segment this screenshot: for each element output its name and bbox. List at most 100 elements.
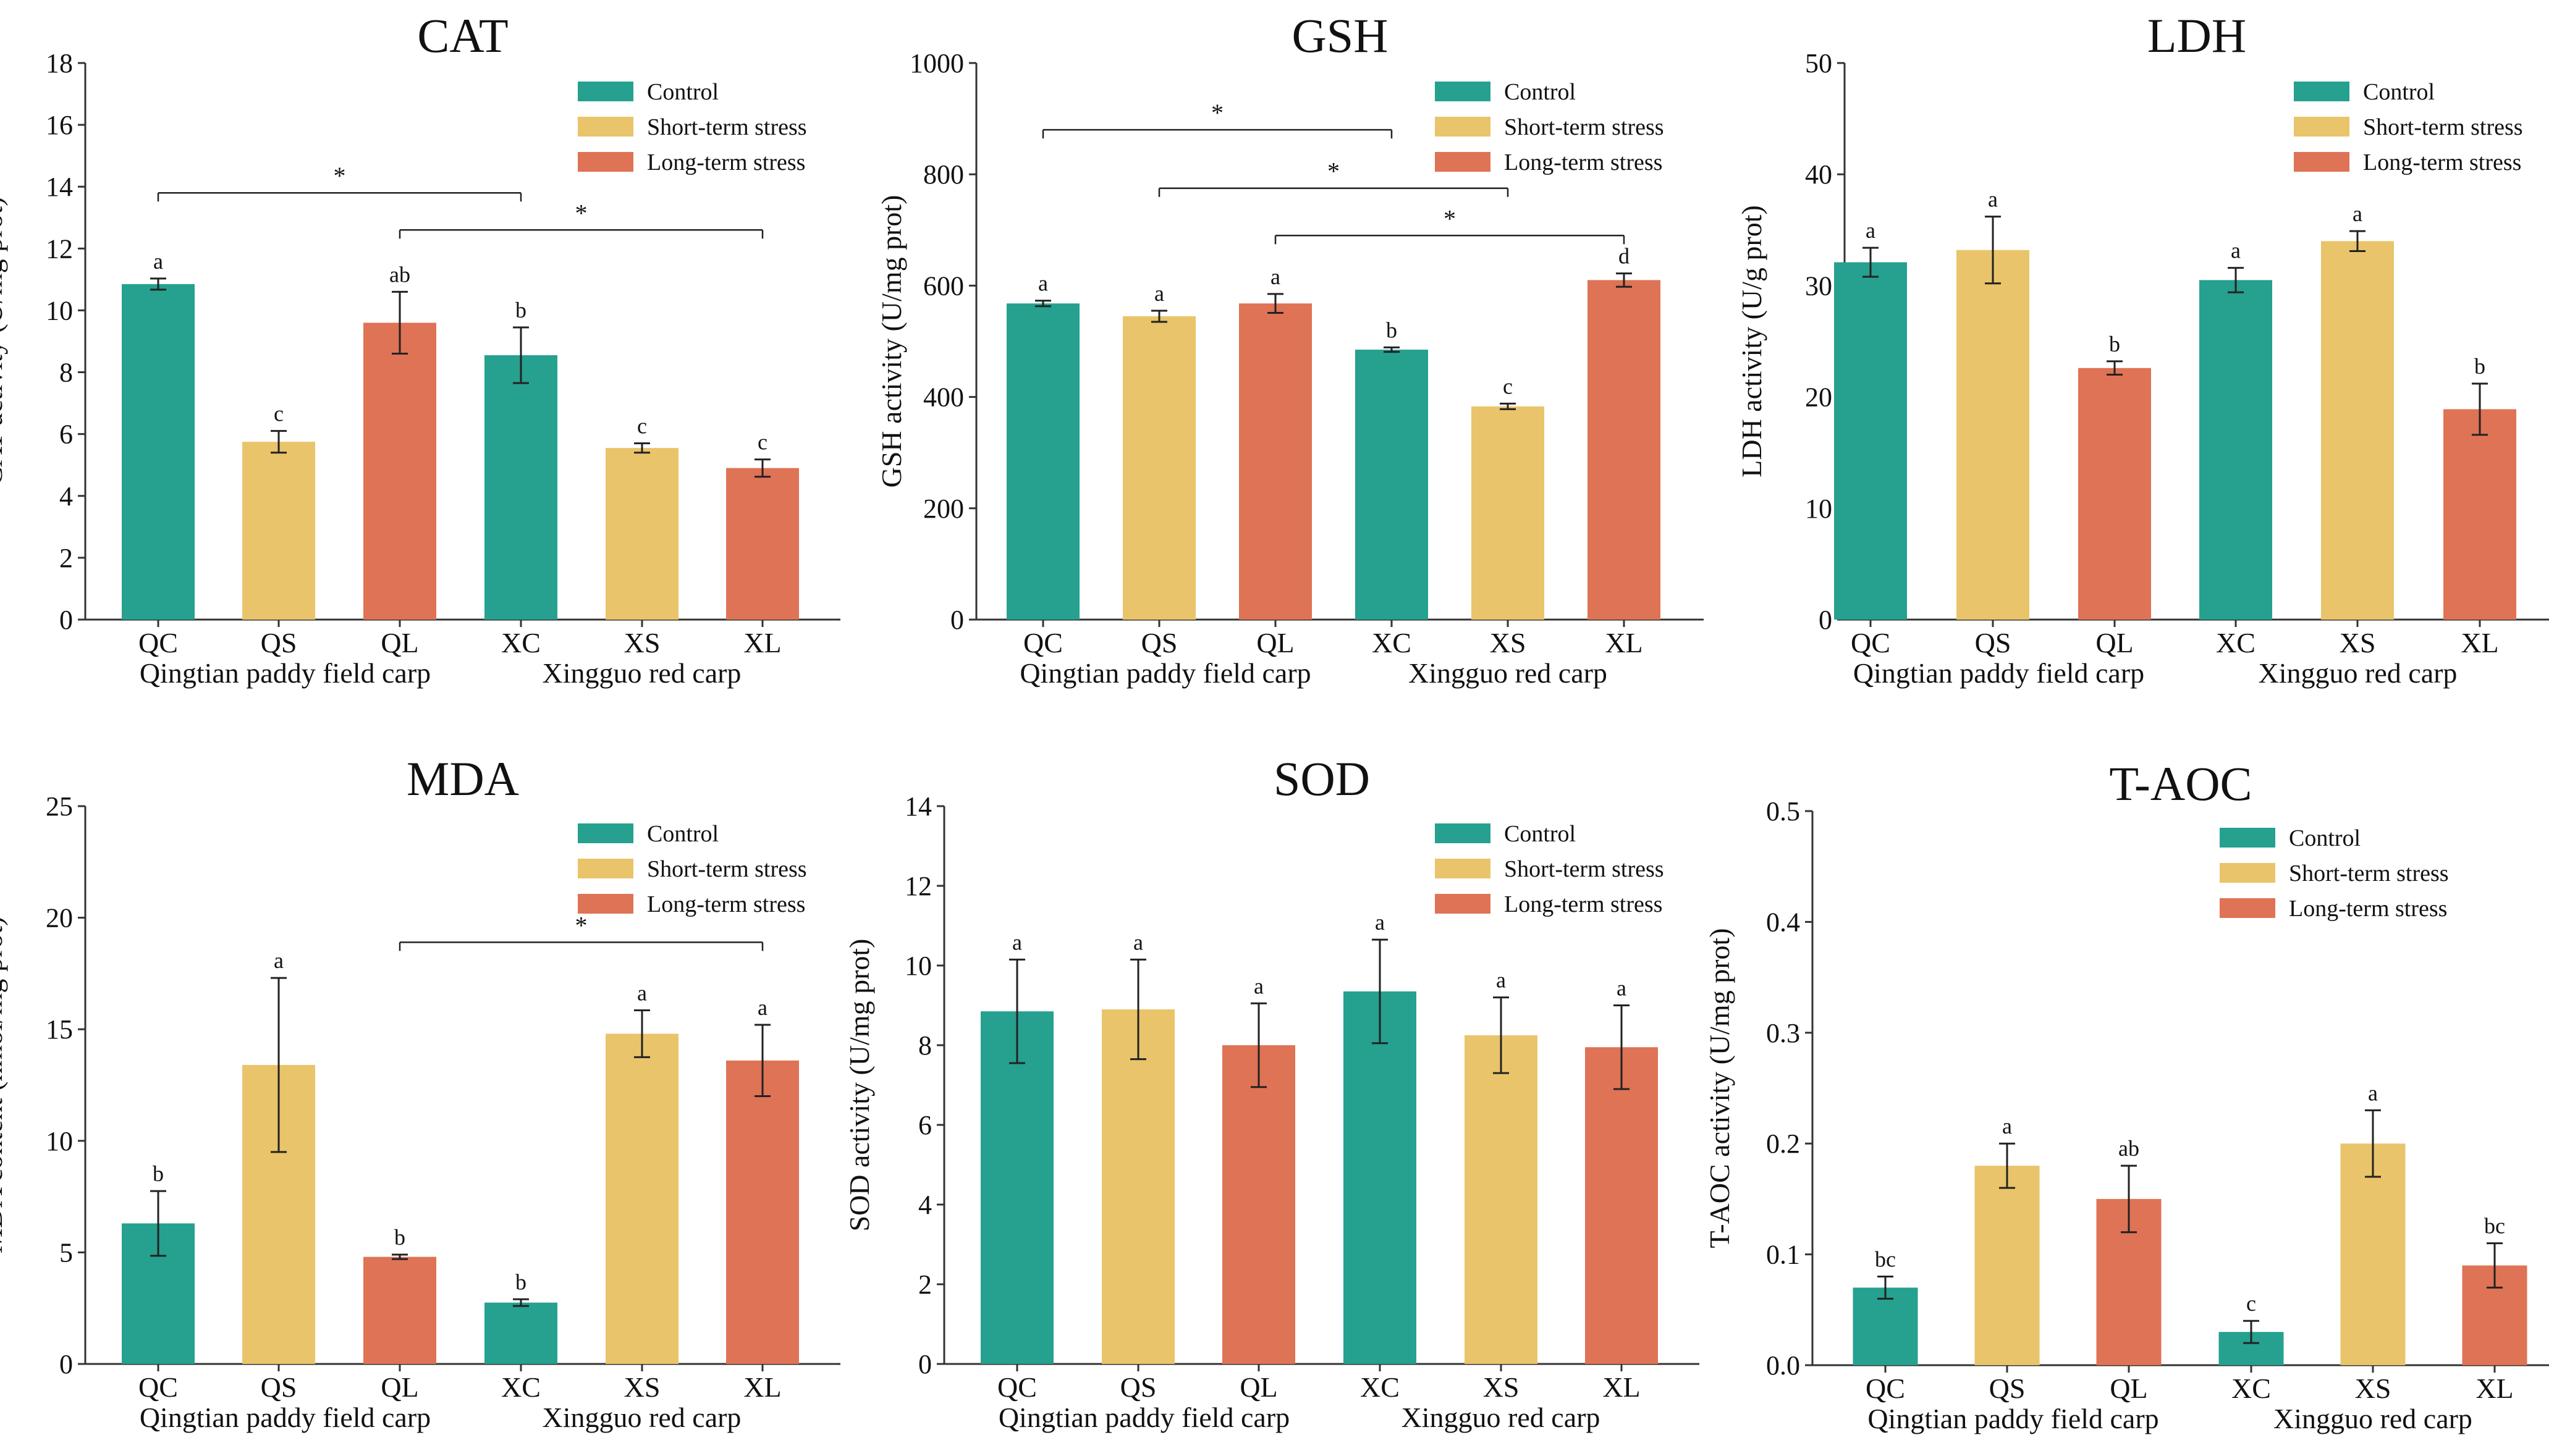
bar-qc [1007, 303, 1080, 620]
x-tick-label: QS [1120, 1371, 1157, 1403]
y-tick-label: 200 [923, 494, 964, 524]
chart-title: CAT [417, 9, 508, 62]
legend-swatch [578, 117, 633, 137]
bar-xc [1343, 991, 1416, 1364]
significance-letter: a [1496, 968, 1506, 993]
significance-letter: a [758, 995, 767, 1020]
bar-qs [242, 442, 315, 620]
significance-letter: a [274, 948, 284, 973]
bar-xc [484, 355, 557, 620]
y-tick-label: 10 [46, 295, 73, 326]
legend-swatch [2220, 863, 2275, 883]
group-label-qingtian: Qingtian paddy field carp [140, 657, 431, 689]
bar-qc [1834, 262, 1907, 620]
x-tick-label: XC [501, 1371, 541, 1403]
x-tick-label: XC [1372, 627, 1411, 659]
x-tick-label: XS [1483, 1371, 1520, 1403]
x-tick-label: XC [501, 627, 541, 659]
chart-title: T-AOC [2109, 757, 2252, 810]
significance-letter: bc [2484, 1214, 2505, 1239]
bar-xs [606, 448, 679, 620]
y-tick-label: 0 [918, 1349, 932, 1379]
legend-label: Short-term stress [1504, 114, 1664, 140]
significance-letter: a [2002, 1114, 2012, 1138]
chart-title: SOD [1274, 752, 1370, 806]
y-tick-label: 4 [59, 481, 73, 511]
group-label-xingguo: Xingguo red carp [2273, 1403, 2472, 1434]
legend-swatch [1435, 117, 1490, 137]
y-tick-label: 5 [59, 1237, 73, 1268]
group-label-xingguo: Xingguo red carp [543, 657, 742, 689]
legend-swatch [578, 859, 633, 878]
x-tick-label: XS [1490, 627, 1526, 659]
y-tick-label: 8 [59, 358, 73, 388]
y-tick-label: 12 [905, 871, 932, 901]
significance-letter: a [1988, 187, 1998, 212]
significance-letter: a [1133, 930, 1143, 954]
x-tick-label: XS [2355, 1373, 2391, 1404]
chart-panel-gsh: GSH 0 200 400 600 800 1000 GSH activity (U/mg p… [876, 9, 1704, 689]
significance-letter: b [2109, 332, 2120, 356]
legend-label: Short-term stress [2289, 861, 2449, 886]
y-tick-label: 14 [905, 791, 932, 822]
y-tick-label: 0.3 [1766, 1018, 1800, 1048]
y-axis-label: T-AOC activity (U/mg prot) [1704, 928, 1735, 1248]
group-label-qingtian: Qingtian paddy field carp [1020, 657, 1311, 689]
significance-star: * [575, 199, 588, 227]
y-axis-label: GSH activity (U/mg prot) [876, 195, 907, 488]
significance-letter: ab [389, 262, 410, 287]
legend-label: Control [1504, 79, 1576, 105]
x-tick-label: XS [624, 1371, 661, 1403]
x-tick-label: XC [2216, 627, 2255, 659]
significance-letter: a [1617, 976, 1626, 1001]
y-tick-label: 0.5 [1766, 796, 1800, 827]
x-tick-label: QL [2095, 627, 2133, 659]
significance-letter: c [1503, 374, 1513, 398]
bar-qc [122, 284, 195, 620]
x-tick-label: QS [261, 1371, 297, 1403]
x-tick-label: QC [138, 1371, 178, 1403]
y-axis-label: CAT activity (U/mg prot) [0, 196, 8, 486]
legend-swatch [1435, 82, 1490, 101]
y-tick-label: 12 [46, 234, 73, 264]
x-tick-label: XL [743, 627, 781, 659]
legend-label: Long-term stress [2289, 896, 2447, 922]
legend-swatch [578, 823, 633, 843]
significance-letter: d [1618, 244, 1630, 269]
significance-letter: a [1375, 910, 1385, 935]
significance-letter: c [637, 414, 647, 439]
x-tick-label: QL [381, 627, 418, 659]
x-tick-label: QC [138, 627, 178, 659]
significance-star: * [1211, 99, 1224, 127]
x-tick-label: XL [1602, 1371, 1640, 1403]
x-tick-label: QC [1866, 1373, 1905, 1404]
chart-panel-sod: SOD 0 2 4 6 8 10 12 14 SOD activity (U/mg prot) a Q… [843, 752, 1699, 1433]
significance-letter: a [1012, 930, 1022, 954]
bar-xc [2199, 280, 2272, 620]
legend-label: Control [1504, 821, 1576, 847]
y-tick-label: 10 [1805, 494, 1832, 524]
group-label-xingguo: Xingguo red carp [2259, 657, 2458, 689]
y-tick-label: 2 [59, 543, 73, 573]
legend-label: Long-term stress [2363, 149, 2521, 175]
y-tick-label: 15 [46, 1014, 73, 1045]
significance-letter: ab [2118, 1136, 2139, 1161]
legend-swatch [578, 152, 633, 172]
x-tick-label: XL [1605, 627, 1642, 659]
x-tick-label: XL [2475, 1373, 2513, 1404]
significance-star: * [334, 162, 346, 190]
significance-letter: b [1386, 318, 1397, 342]
significance-letter: b [394, 1225, 405, 1250]
y-axis-label: SOD activity (U/mg prot) [843, 939, 875, 1232]
y-tick-label: 6 [59, 419, 73, 450]
y-axis-label: LDH activity (U/g prot) [1736, 205, 1767, 478]
y-tick-label: 10 [905, 951, 932, 981]
group-label-qingtian: Qingtian paddy field carp [1867, 1403, 2158, 1434]
y-tick-label: 0 [59, 1349, 73, 1379]
y-tick-label: 0 [59, 605, 73, 635]
bar-ql [1222, 1045, 1295, 1364]
legend-swatch [2294, 117, 2349, 137]
x-tick-label: QS [261, 627, 297, 659]
y-tick-label: 50 [1805, 48, 1832, 78]
